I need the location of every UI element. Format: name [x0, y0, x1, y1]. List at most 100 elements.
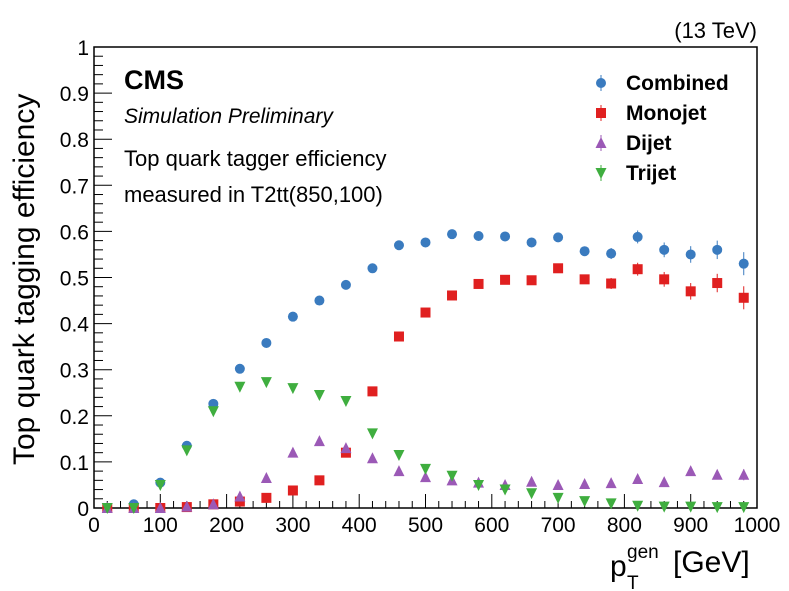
dijet-point [658, 476, 670, 488]
combined-point [526, 237, 537, 248]
combined-point [340, 279, 351, 290]
y-tick-label: 0.9 [60, 83, 89, 106]
x-tick-label: 600 [474, 514, 509, 537]
monojet-point [738, 292, 749, 303]
cms-label: CMS [124, 65, 184, 95]
trijet-point [552, 492, 564, 504]
x-tick-label: 700 [541, 514, 576, 537]
combined-point [712, 244, 723, 255]
monojet-point [632, 264, 643, 275]
y-tick-label: 0.7 [60, 175, 89, 198]
series-trijet [101, 377, 750, 514]
x-axis-label-p: p [610, 550, 627, 583]
dijet-point [711, 468, 723, 480]
y-tick-label: 0.8 [60, 129, 89, 152]
dijet-point [287, 446, 299, 458]
combined-point [579, 246, 590, 257]
trijet-point [526, 488, 538, 500]
y-axis-label: Top quark tagging efficiency [8, 94, 41, 465]
combined-point [393, 240, 404, 251]
trijet-point [260, 377, 272, 389]
trijet-point [181, 445, 193, 457]
trijet-point [366, 428, 378, 440]
legend-trijet-label: Trijet [626, 162, 676, 185]
trijet-point [234, 381, 246, 393]
combined-point [367, 263, 378, 274]
trijet-point [711, 502, 723, 514]
monojet-point [393, 331, 404, 342]
monojet-point [261, 492, 272, 503]
monojet-point [420, 307, 431, 318]
legend-dijet-marker [595, 137, 607, 148]
trijet-point [420, 463, 431, 475]
simulation-label: Simulation Preliminary [124, 105, 334, 128]
trijet-point [446, 470, 458, 482]
x-tick-label: 900 [673, 514, 708, 537]
combined-point [261, 337, 272, 348]
trijet-point [632, 500, 644, 512]
monojet-point [447, 290, 458, 301]
dijet-point [154, 502, 166, 513]
legend-dijet-label: Dijet [626, 132, 672, 155]
dijet-point [605, 477, 617, 489]
y-tick-label: 0.4 [60, 314, 90, 337]
combined-point [685, 249, 696, 260]
combined-point [234, 363, 245, 374]
combined-point [447, 229, 458, 240]
x-tick-label: 300 [275, 514, 310, 537]
trijet-point [101, 503, 113, 514]
dijet-point [526, 475, 538, 487]
combined-point [606, 248, 617, 259]
dijet-point [207, 498, 219, 510]
trijet-point [287, 383, 299, 395]
dijet-point [393, 465, 405, 477]
y-tick-label: 0 [77, 498, 89, 521]
combined-point [287, 311, 298, 322]
legend-combined-marker [596, 78, 606, 88]
x-tick-label: 200 [209, 514, 244, 537]
legend-combined-label: Combined [626, 72, 729, 95]
trijet-point [393, 449, 405, 461]
x-tick-label: 400 [342, 514, 377, 537]
legend-trijet-marker [595, 168, 607, 179]
combined-point [420, 237, 431, 248]
dijet-point [420, 471, 431, 483]
combined-point [553, 232, 564, 243]
legend-monojet-marker [596, 108, 606, 118]
series-combined [102, 229, 749, 513]
monojet-point [579, 274, 590, 285]
y-tick-label: 0.6 [60, 221, 89, 244]
y-tick-label: 1 [77, 37, 89, 60]
monojet-point [234, 496, 245, 507]
dijet-point [579, 478, 591, 490]
trijet-point [499, 484, 511, 496]
monojet-point [500, 274, 511, 285]
y-tick-label: 0.1 [60, 452, 89, 475]
combined-point [500, 231, 511, 242]
dijet-point [340, 442, 352, 454]
dijet-point [260, 472, 272, 484]
dijet-point [313, 435, 325, 447]
trijet-point [154, 479, 166, 491]
trijet-point [207, 406, 219, 418]
combined-point [314, 295, 325, 306]
x-tick-label: 1000 [734, 514, 781, 537]
monojet-point [287, 485, 298, 496]
monojet-point [526, 275, 537, 286]
dijet-point [234, 490, 246, 502]
x-axis-label-sup: gen [627, 542, 659, 563]
trijet-point [685, 501, 697, 513]
y-tick-labels: 0 0.1 0.2 0.3 0.4 0.5 0.6 0.7 0.8 0.9 1 [60, 37, 90, 521]
combined-point [632, 231, 643, 242]
trijet-point [473, 479, 485, 491]
energy-label: (13 TeV) [674, 18, 757, 43]
y-tick-label: 0.3 [60, 360, 89, 383]
trijet-point [605, 498, 617, 510]
description-line-1: Top quark tagger efficiency [124, 146, 387, 171]
combined-point [738, 258, 749, 269]
dijet-point [552, 478, 564, 490]
x-tick-label: 0 [88, 514, 100, 537]
x-axis-label-sub: T [627, 573, 639, 591]
monojet-point [712, 278, 723, 289]
plot-frame [93, 46, 758, 509]
